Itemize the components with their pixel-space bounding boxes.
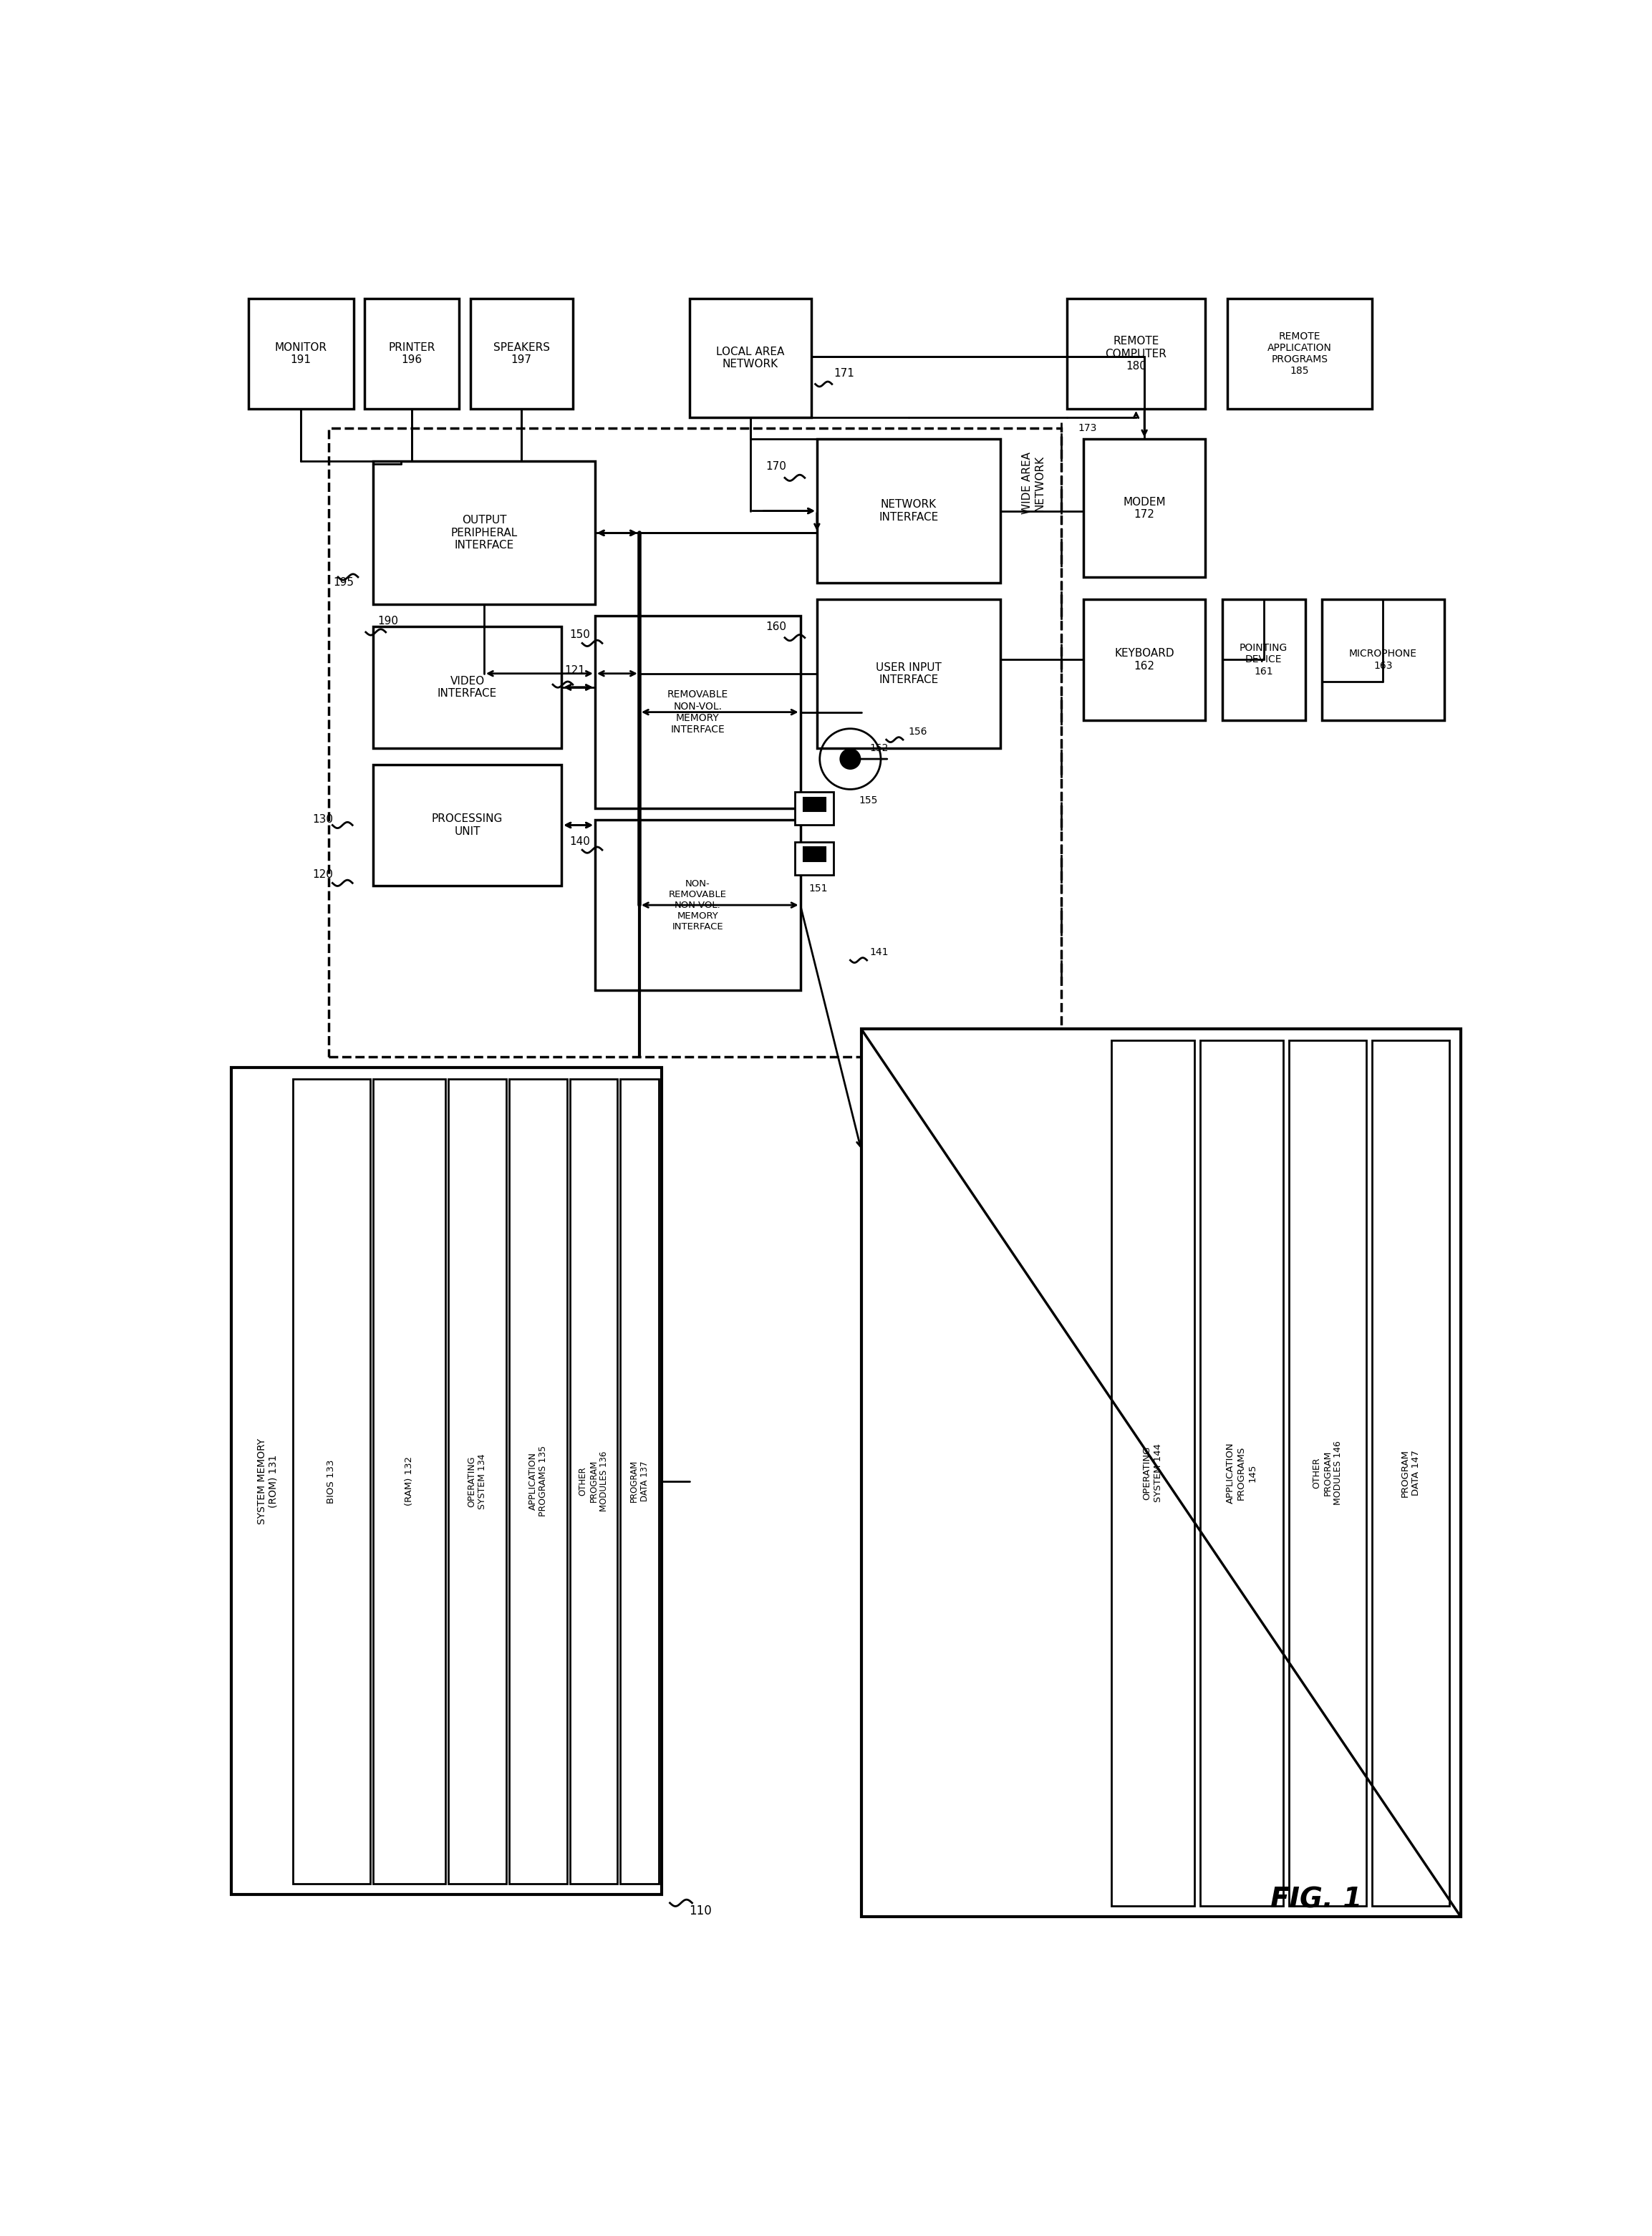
Text: 170: 170 [767,461,786,472]
Text: POINTING
DEVICE
161: POINTING DEVICE 161 [1239,644,1289,675]
Text: REMOTE
COMPUTER
180: REMOTE COMPUTER 180 [1105,335,1166,371]
Bar [373,1078,444,1883]
Text: 141: 141 [869,946,889,957]
Text: FIG. 1: FIG. 1 [1270,1887,1363,1914]
Text: BIOS 133: BIOS 133 [327,1460,335,1503]
Text: SPEAKERS
197: SPEAKERS 197 [494,342,550,364]
Bar [1322,599,1444,720]
Circle shape [841,749,861,769]
Text: 190: 190 [377,615,398,626]
Text: USER INPUT
INTERFACE: USER INPUT INTERFACE [876,662,942,684]
Bar [1371,1040,1449,1905]
Text: 130: 130 [312,814,334,825]
Bar [292,1078,370,1883]
Bar [1289,1040,1366,1905]
Text: OPERATING
SYSTEM 144: OPERATING SYSTEM 144 [1143,1444,1163,1503]
Text: MONITOR
191: MONITOR 191 [274,342,327,364]
Text: PROGRAM
DATA 147: PROGRAM DATA 147 [1401,1449,1421,1496]
Text: 195: 195 [334,577,354,588]
Text: PRINTER
196: PRINTER 196 [388,342,434,364]
Text: SYSTEM MEMORY
(ROM) 131: SYSTEM MEMORY (ROM) 131 [256,1438,278,1525]
Text: OTHER
PROGRAM
MODULES 146: OTHER PROGRAM MODULES 146 [1312,1440,1343,1505]
Bar [373,765,562,885]
Bar [595,821,800,991]
Bar [471,300,573,409]
Text: OTHER
PROGRAM
MODULES 136: OTHER PROGRAM MODULES 136 [578,1451,610,1512]
Bar [329,429,1061,1058]
Text: 150: 150 [570,631,590,639]
Bar [803,847,826,861]
Text: 120: 120 [312,870,334,881]
Bar [1199,1040,1284,1905]
Text: 152: 152 [869,742,889,754]
Bar [795,841,834,874]
Text: REMOVABLE
NON-VOL.
MEMORY
INTERFACE: REMOVABLE NON-VOL. MEMORY INTERFACE [667,689,729,736]
Text: REMOTE
APPLICATION
PROGRAMS
185: REMOTE APPLICATION PROGRAMS 185 [1267,331,1332,376]
Text: 140: 140 [570,836,590,847]
Bar [231,1069,661,1894]
Text: APPLICATION
PROGRAMS 135: APPLICATION PROGRAMS 135 [529,1447,548,1516]
Text: 171: 171 [834,367,854,378]
Text: KEYBOARD
162: KEYBOARD 162 [1115,648,1175,671]
Text: OUTPUT
PERIPHERAL
INTERFACE: OUTPUT PERIPHERAL INTERFACE [451,514,517,550]
Bar [373,461,595,604]
Text: NETWORK
INTERFACE: NETWORK INTERFACE [879,499,938,523]
Bar [1227,300,1371,409]
Text: LOCAL AREA
NETWORK: LOCAL AREA NETWORK [717,347,785,369]
Text: MICROPHONE
163: MICROPHONE 163 [1350,648,1417,671]
Bar [448,1078,506,1883]
Bar [509,1078,567,1883]
Text: 121: 121 [565,666,585,675]
Bar [365,300,459,409]
Bar [861,1029,1460,1916]
Bar [818,438,999,584]
Text: 160: 160 [765,622,786,633]
Text: NON-
REMOVABLE
NON-VOL.
MEMORY
INTERFACE: NON- REMOVABLE NON-VOL. MEMORY INTERFACE [669,879,727,930]
Bar [1084,438,1206,577]
Bar [248,300,354,409]
Text: VIDEO
INTERFACE: VIDEO INTERFACE [438,675,497,700]
Bar [373,626,562,749]
Text: OPERATING
SYSTEM 134: OPERATING SYSTEM 134 [468,1453,487,1509]
Bar [818,599,999,749]
Bar [689,300,811,418]
Text: MODEM
172: MODEM 172 [1123,496,1166,519]
Text: PROGRAM
DATA 137: PROGRAM DATA 137 [629,1460,649,1503]
Bar [1067,300,1206,409]
Bar [795,792,834,825]
Text: 155: 155 [859,796,877,805]
Bar [570,1078,618,1883]
Bar [1084,599,1206,720]
Text: 110: 110 [689,1905,712,1918]
Bar [1112,1040,1194,1905]
Bar [595,615,800,809]
Text: WIDE AREA
NETWORK: WIDE AREA NETWORK [1023,452,1046,514]
Text: APPLICATION
PROGRAMS
145: APPLICATION PROGRAMS 145 [1226,1442,1257,1503]
Text: 173: 173 [1077,423,1097,434]
Text: 151: 151 [808,883,828,894]
Text: 156: 156 [909,727,927,736]
Bar [803,798,826,812]
Bar [620,1078,659,1883]
Text: (RAM) 132: (RAM) 132 [405,1456,413,1505]
Bar [1222,599,1305,720]
Text: PROCESSING
UNIT: PROCESSING UNIT [431,814,502,836]
